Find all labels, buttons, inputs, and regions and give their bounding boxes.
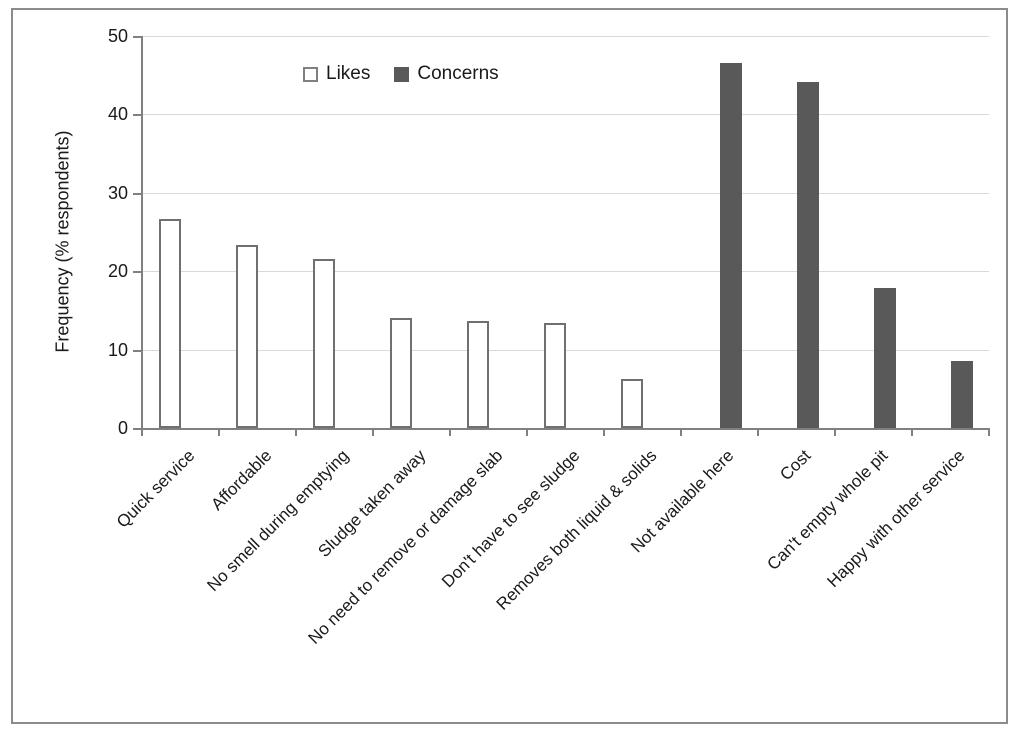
- x-tick-mark-8: [757, 428, 759, 436]
- x-tick-mark-9: [834, 428, 836, 436]
- y-tick-label-50: 50: [107, 26, 128, 46]
- x-tick-mark-0: [141, 428, 143, 436]
- x-tick-mark-6: [603, 428, 605, 436]
- legend-item-likes: Likes: [303, 63, 370, 85]
- y-axis-title: Frequency (% respondents): [52, 130, 73, 353]
- x-tick-mark-3: [372, 428, 374, 436]
- concerns-swatch-icon: [394, 66, 410, 82]
- y-tick-mark-40: [133, 114, 142, 117]
- y-tick-mark-10: [133, 349, 142, 352]
- y-tick-label-20: 20: [107, 261, 128, 282]
- bar-likes-1: [235, 245, 258, 428]
- likes-swatch-icon: [303, 66, 318, 82]
- bar-likes-2: [312, 259, 335, 428]
- bar-likes-6: [620, 379, 643, 428]
- bar-concerns-9: [873, 288, 896, 428]
- y-tick-mark-50: [133, 36, 142, 38]
- gridline-20: [142, 271, 989, 273]
- legend-label-concerns: Concerns: [417, 63, 499, 84]
- x-tick-mark-7: [680, 428, 682, 436]
- bar-likes-5: [543, 322, 566, 428]
- bar-concerns-8: [796, 82, 819, 428]
- gridline-40: [142, 114, 989, 116]
- legend: Likes Concerns: [303, 63, 499, 85]
- y-tick-mark-0: [133, 428, 142, 430]
- legend-label-likes: Likes: [326, 63, 371, 84]
- bar-concerns-7: [719, 63, 742, 428]
- y-tick-label-40: 40: [107, 104, 128, 125]
- bar-likes-4: [466, 321, 489, 428]
- y-tick-mark-30: [133, 192, 142, 195]
- y-tick-label-0: 0: [117, 418, 128, 438]
- bar-concerns-10: [950, 360, 973, 428]
- bar-likes-0: [158, 218, 181, 428]
- x-tick-mark-4: [449, 428, 451, 436]
- gridline-30: [142, 192, 989, 194]
- x-tick-mark-10: [911, 428, 913, 436]
- x-tick-mark-11: [988, 428, 990, 436]
- x-tick-mark-1: [218, 428, 220, 436]
- bar-likes-3: [389, 318, 412, 428]
- y-tick-mark-20: [133, 271, 142, 274]
- gridline-50: [142, 36, 989, 37]
- y-axis-line: [141, 36, 143, 429]
- gridline-10: [142, 349, 989, 351]
- x-axis-line: [141, 428, 989, 430]
- legend-item-concerns: Concerns: [394, 63, 499, 85]
- y-tick-label-10: 10: [107, 339, 128, 360]
- x-tick-mark-2: [295, 428, 297, 436]
- y-tick-label-30: 30: [107, 182, 128, 203]
- x-tick-mark-5: [526, 428, 528, 436]
